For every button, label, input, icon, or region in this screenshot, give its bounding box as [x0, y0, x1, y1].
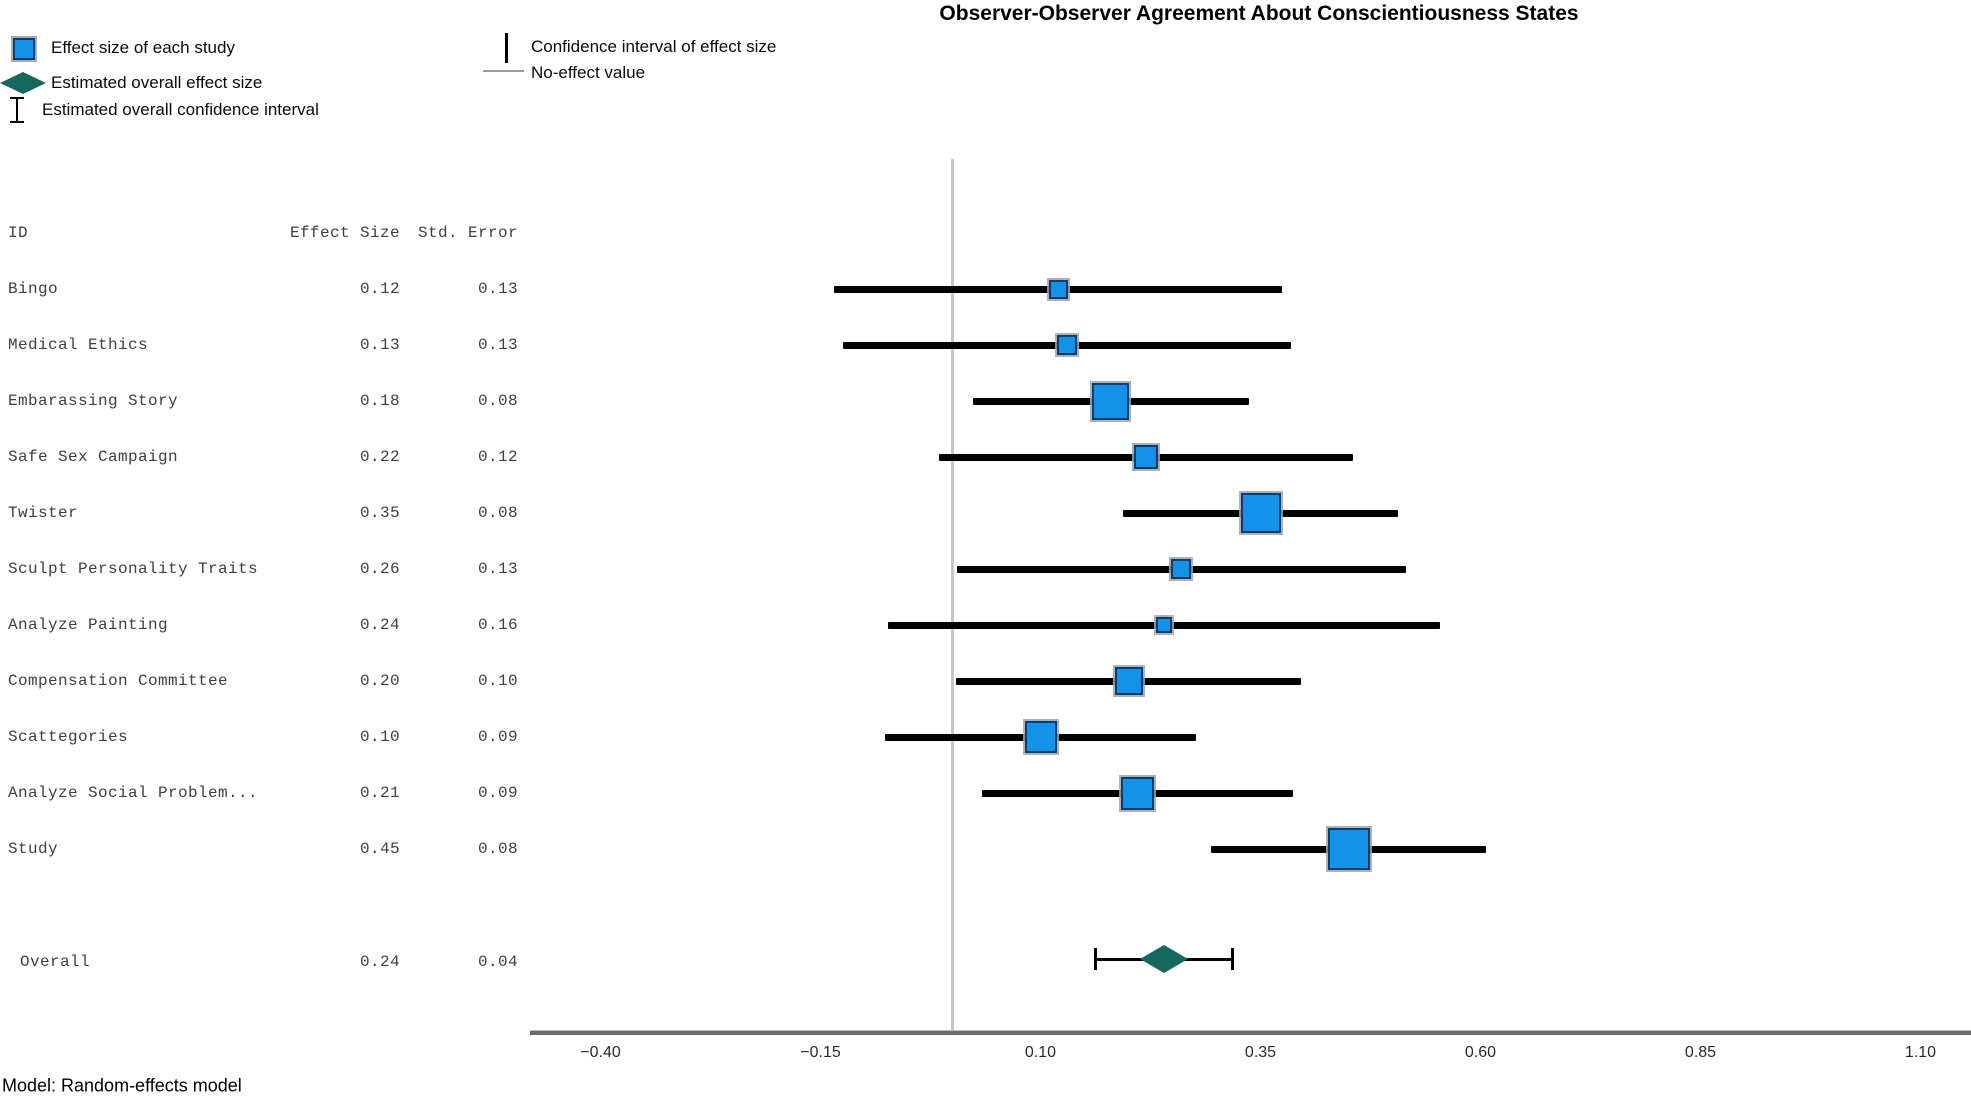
- study-se-safe-sex-campaign: 0.12: [477, 448, 518, 466]
- study-id-embarassing-story: Embarassing Story: [8, 392, 179, 410]
- x-tick-label: 0.35: [1244, 1044, 1277, 1061]
- study-id-analyze-social-problem: Analyze Social Problem...: [8, 784, 259, 802]
- no-effect-line-icon: [483, 70, 524, 72]
- study-se-scattegories: 0.09: [477, 728, 518, 746]
- study-se-compensation-committee: 0.10: [477, 672, 518, 690]
- legend-label-ci: Confidence interval of effect size: [531, 37, 777, 56]
- effect-square-bingo: [1048, 279, 1068, 299]
- x-tick-label: −0.15: [800, 1044, 841, 1061]
- study-effect-sculpt-personality-traits: 0.26: [359, 560, 400, 578]
- legend-label-no-effect: No-effect value: [531, 63, 646, 82]
- study-id-scattegories: Scattegories: [8, 728, 129, 746]
- effect-square-scattegories: [1024, 721, 1057, 753]
- table-header-id: ID: [8, 224, 29, 242]
- study-se-analyze-social-problem: 0.09: [477, 784, 518, 802]
- study-effect-bingo: 0.12: [359, 280, 400, 298]
- ci-bar-icon: [505, 33, 508, 63]
- chart-title: Observer-Observer Agreement About Consci…: [939, 2, 1579, 25]
- legend-label-overall-ci: Estimated overall confidence interval: [42, 100, 319, 119]
- x-tick-label: 0.10: [1024, 1044, 1057, 1061]
- study-effect-safe-sex-campaign: 0.22: [359, 448, 400, 466]
- study-id-safe-sex-campaign: Safe Sex Campaign: [8, 448, 179, 466]
- study-id-compensation-committee: Compensation Committee: [8, 672, 229, 690]
- study-id-twister: Twister: [8, 504, 79, 522]
- effect-square-compensation-committee: [1114, 667, 1143, 695]
- overall-effect: 0.24: [359, 953, 400, 971]
- effect-square-embarassing-story: [1092, 382, 1130, 420]
- study-effect-medical-ethics: 0.13: [359, 336, 400, 354]
- overall-ci-cap-left: [1093, 948, 1097, 970]
- table-header-effect-size: Effect Size: [289, 224, 400, 242]
- legend-label-effect-size: Effect size of each study: [51, 38, 235, 57]
- x-tick-label: 0.60: [1464, 1044, 1497, 1061]
- study-se-bingo: 0.13: [477, 280, 518, 298]
- x-tick-label: 1.10: [1904, 1044, 1937, 1061]
- study-id-bingo: Bingo: [8, 280, 59, 298]
- x-tick-label: 0.85: [1684, 1044, 1717, 1061]
- overall-diamond: [1139, 945, 1188, 973]
- effect-square-sculpt-personality-traits: [1171, 559, 1192, 579]
- study-se-analyze-painting: 0.16: [477, 616, 518, 634]
- study-id-study: Study: [8, 840, 59, 858]
- study-se-embarassing-story: 0.08: [477, 392, 518, 410]
- study-effect-study: 0.45: [359, 840, 400, 858]
- study-effect-analyze-social-problem: 0.21: [359, 784, 400, 802]
- study-se-twister: 0.08: [477, 504, 518, 522]
- table-header-std-error: Std. Error: [417, 224, 518, 242]
- study-se-study: 0.08: [477, 840, 518, 858]
- study-square-icon: [13, 38, 35, 60]
- study-id-sculpt-personality-traits: Sculpt Personality Traits: [8, 560, 259, 578]
- effect-square-twister: [1240, 493, 1281, 533]
- model-note: Model: Random-effects model: [2, 1075, 242, 1096]
- study-effect-embarassing-story: 0.18: [359, 392, 400, 410]
- effect-square-study: [1327, 828, 1370, 870]
- effect-square-analyze-painting: [1155, 617, 1172, 633]
- study-se-medical-ethics: 0.13: [477, 336, 518, 354]
- study-effect-twister: 0.35: [359, 504, 400, 522]
- study-effect-analyze-painting: 0.24: [359, 616, 400, 634]
- effect-square-analyze-social-problem: [1120, 776, 1154, 810]
- overall-id: Overall: [20, 953, 91, 971]
- x-tick-label: −0.40: [580, 1044, 621, 1061]
- no-effect-line: [951, 159, 954, 1030]
- study-id-analyze-painting: Analyze Painting: [8, 616, 169, 634]
- effect-square-medical-ethics: [1056, 335, 1077, 355]
- overall-diamond-icon: [0, 72, 46, 94]
- study-se-sculpt-personality-traits: 0.13: [477, 560, 518, 578]
- study-id-medical-ethics: Medical Ethics: [8, 336, 149, 354]
- x-axis-line: [530, 1030, 1971, 1035]
- effect-square-safe-sex-campaign: [1134, 445, 1159, 469]
- study-effect-compensation-committee: 0.20: [359, 672, 400, 690]
- overall-se: 0.04: [477, 953, 518, 971]
- overall-ci-cap-right: [1230, 948, 1234, 970]
- legend-label-overall-effect: Estimated overall effect size: [51, 73, 263, 92]
- study-effect-scattegories: 0.10: [359, 728, 400, 746]
